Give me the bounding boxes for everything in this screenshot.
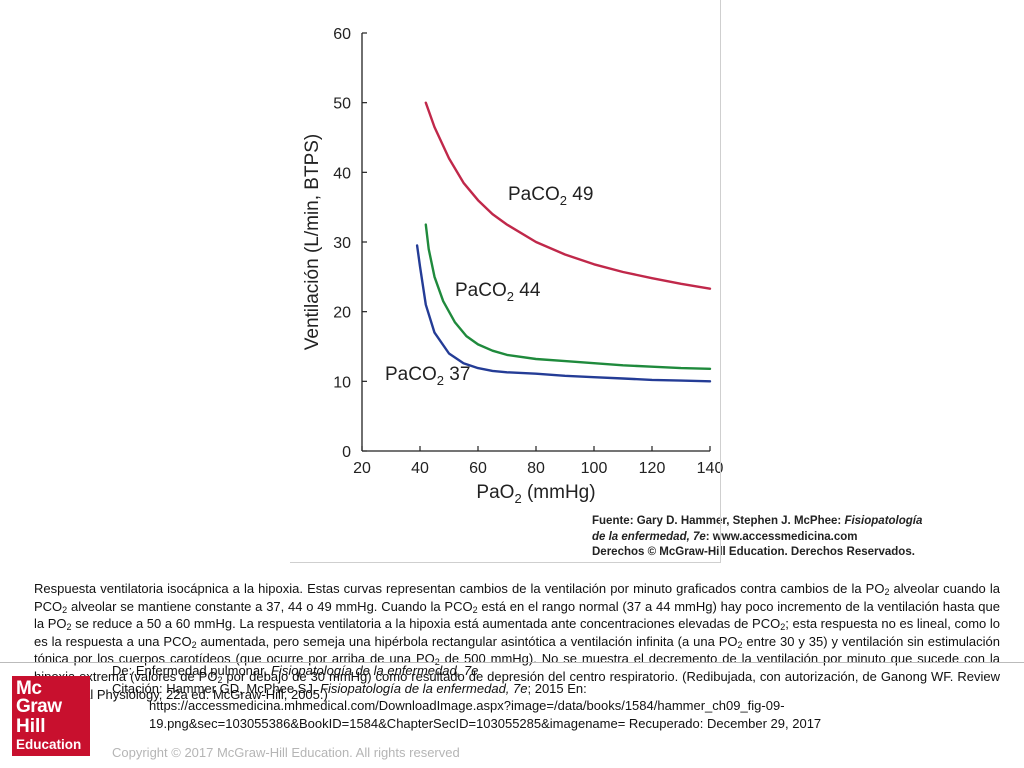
y-tick-label: 0 [342, 444, 351, 461]
mcgraw-hill-logo: Mc Graw Hill Education [12, 676, 90, 756]
citation-url-1[interactable]: https://accessmedicina.mhmedical.com/Dow… [149, 698, 785, 713]
series-label-3: PaCO2 37 [385, 364, 470, 388]
x-tick-label: 120 [639, 460, 666, 477]
y-tick-label: 60 [333, 26, 351, 43]
citation-block: De: Enfermedad pulmonar, Fisiopatología … [112, 662, 1012, 732]
series-label-1: PaCO2 49 [508, 184, 593, 208]
source-line-3: Derechos © McGraw-Hill Education. Derech… [592, 546, 915, 558]
citation-url-2[interactable]: 19.png&sec=103055386&BookID=1584&Chapter… [149, 715, 822, 731]
figure: 0 10 20 30 40 50 60 20 40 60 80 100 120 140 PaO2 (mmHg… [290, 0, 922, 565]
logo-text-4: Education [16, 737, 82, 752]
series-line-3 [415, 244, 712, 383]
logo-text-3: Hill [16, 716, 46, 737]
logo-text-1: Mc [16, 678, 42, 699]
citation-from: De: Enfermedad pulmonar, Fisiopatología … [112, 663, 479, 678]
y-tick-label: 50 [333, 96, 351, 113]
logo-text-2: Graw [16, 696, 62, 717]
y-tick-label: 30 [333, 235, 351, 252]
series-label-2: PaCO2 44 [455, 280, 541, 304]
series-line-1 [424, 101, 712, 290]
y-tick-label: 40 [333, 165, 351, 182]
figure-source: Fuente: Gary D. Hammer, Stephen J. McPhe… [592, 514, 1010, 561]
copyright-text: Copyright © 2017 McGraw-Hill Education. … [112, 745, 460, 760]
x-tick-label: 140 [697, 460, 724, 477]
series-line-2 [424, 223, 712, 370]
x-tick-label: 80 [527, 460, 545, 477]
footer-divider [0, 662, 1024, 663]
line-chart: 0 10 20 30 40 50 60 20 40 60 80 100 120 140 PaO2 (mmHg… [302, 26, 724, 506]
figure-frame-bottom [290, 562, 721, 563]
source-line-2: de la enfermedad, 7e: www.accessmedicina… [592, 530, 858, 543]
figure-frame-right [720, 0, 721, 563]
y-tick-label: 20 [333, 305, 351, 322]
source-line-1: Fuente: Gary D. Hammer, Stephen J. McPhe… [592, 515, 923, 527]
y-tick-label: 10 [333, 374, 351, 391]
x-tick-label: 20 [353, 460, 371, 477]
x-tick-label: 100 [581, 460, 608, 477]
citation-text: Citación: Hammer GD, McPhee SJ. Fisiopat… [112, 680, 587, 696]
x-tick-label: 40 [411, 460, 429, 477]
x-tick-label: 60 [469, 460, 487, 477]
y-axis-label: Ventilación (L/min, BTPS) [302, 134, 323, 350]
x-axis-label: PaO2 (mmHg) [476, 482, 595, 506]
